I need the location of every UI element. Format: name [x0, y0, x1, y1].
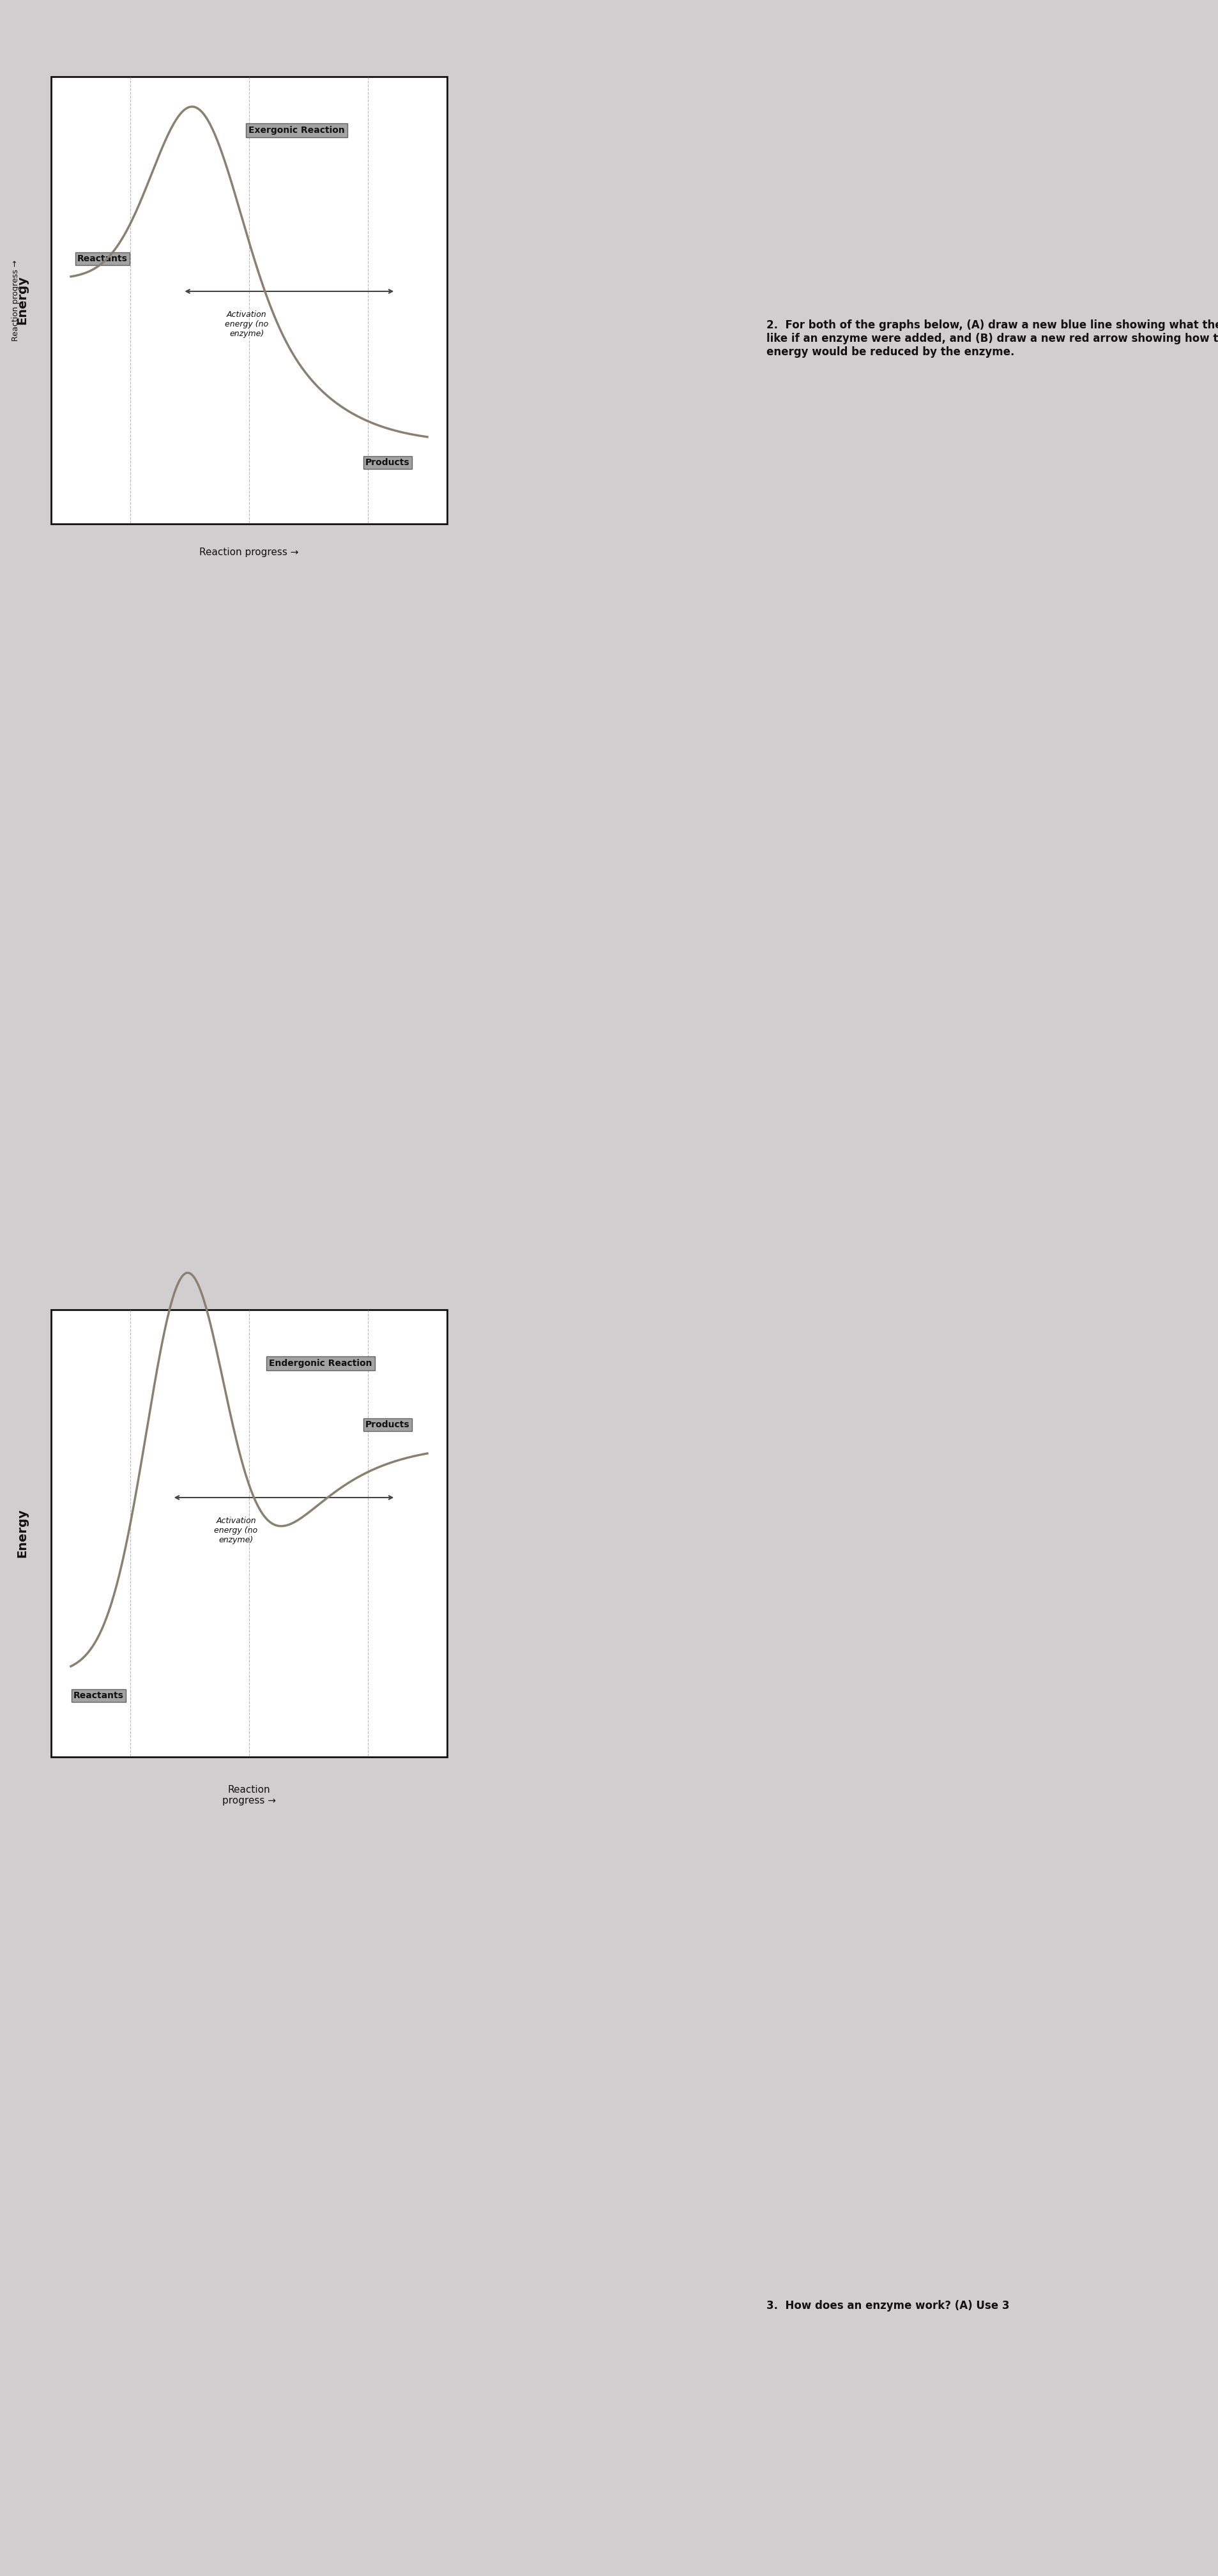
Bar: [51, 77, 447, 523]
Text: Reactants: Reactants: [73, 1690, 124, 1700]
Text: Endergonic Reaction: Endergonic Reaction: [269, 1360, 371, 1368]
Text: Exergonic Reaction: Exergonic Reaction: [248, 126, 345, 134]
Text: Reaction progress →: Reaction progress →: [200, 549, 298, 556]
Text: Reaction
progress →: Reaction progress →: [222, 1785, 275, 1806]
Text: Energy: Energy: [16, 1510, 28, 1558]
Bar: [51, 1309, 447, 1757]
Text: Products: Products: [365, 459, 409, 466]
Text: Reactants: Reactants: [78, 255, 128, 263]
Text: 2.  For both of the graphs below, (A) draw a new blue line showing what the reac: 2. For both of the graphs below, (A) dra…: [766, 319, 1218, 358]
Text: Products: Products: [365, 1419, 409, 1430]
Text: Activation
energy (no
enzyme): Activation energy (no enzyme): [214, 1517, 258, 1543]
Text: Energy: Energy: [16, 276, 28, 325]
Text: 3.  How does an enzyme work? (A) Use 3: 3. How does an enzyme work? (A) Use 3: [766, 2300, 1009, 2311]
Text: Reaction progress →: Reaction progress →: [12, 260, 21, 340]
Text: Activation
energy (no
enzyme): Activation energy (no enzyme): [225, 312, 268, 337]
